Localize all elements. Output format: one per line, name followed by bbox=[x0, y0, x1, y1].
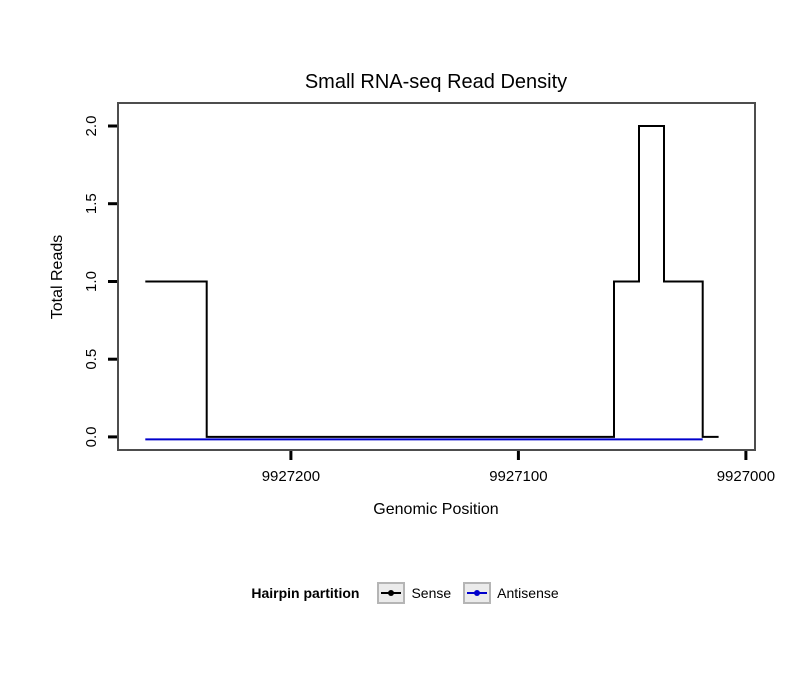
x-tick-label: 9927200 bbox=[262, 468, 320, 485]
series-line-sense bbox=[145, 125, 719, 438]
legend-title: Hairpin partition bbox=[251, 585, 360, 601]
chart-title: Small RNA-seq Read Density bbox=[305, 71, 567, 93]
y-axis-title: Total Reads bbox=[49, 235, 66, 320]
legend-item-antisense: Antisense bbox=[463, 582, 559, 604]
x-tick-label: 9927100 bbox=[489, 468, 547, 485]
y-tick-label: 1.5 bbox=[83, 193, 100, 214]
y-tick-label: 1.0 bbox=[83, 271, 100, 292]
plot-panel bbox=[117, 102, 756, 451]
y-tick-label: 0.5 bbox=[83, 349, 100, 370]
y-tick-label: 2.0 bbox=[83, 116, 100, 137]
x-tick-label: 9927000 bbox=[717, 468, 775, 485]
x-axis-title: Genomic Position bbox=[373, 501, 498, 518]
legend: Hairpin partition Sense Antisense bbox=[0, 582, 810, 604]
antisense-line-key-icon bbox=[463, 582, 492, 604]
y-tick-label: 0.0 bbox=[83, 426, 100, 447]
legend-label-antisense: Antisense bbox=[497, 585, 559, 601]
legend-label-sense: Sense bbox=[411, 585, 452, 601]
legend-item-sense: Sense bbox=[377, 582, 451, 604]
plot-layers: 9927200 9927100 9927000 0.0 0.5 1.0 1.5 2.0 bbox=[83, 102, 775, 485]
sense-line-key-icon bbox=[377, 582, 406, 604]
